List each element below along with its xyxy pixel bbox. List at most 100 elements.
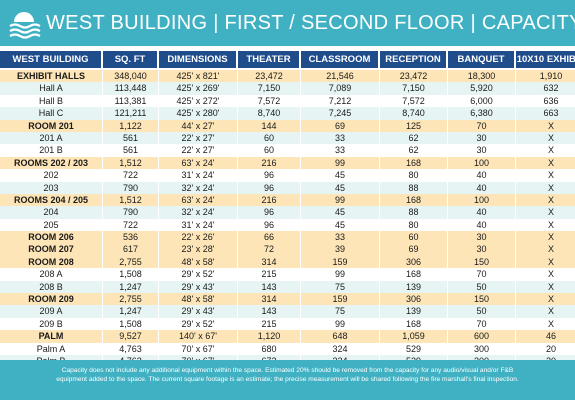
cell-theater: 144 bbox=[238, 119, 300, 132]
cell-reception: 80 bbox=[380, 169, 447, 182]
cell-dimensions: 32' x 24' bbox=[159, 181, 237, 194]
cell-sq-ft: 1,247 bbox=[103, 305, 158, 318]
cell-room-name: 208 A bbox=[0, 268, 102, 281]
cell-dimensions: 140' x 67' bbox=[159, 330, 237, 343]
cell-room-name: ROOM 201 bbox=[0, 119, 102, 132]
cell-reception: 62 bbox=[380, 144, 447, 157]
cell-reception: 1,059 bbox=[380, 330, 447, 343]
cell-sq-ft: 1,247 bbox=[103, 280, 158, 294]
cell-theater: 7,572 bbox=[238, 94, 300, 108]
cell-theater: 143 bbox=[238, 280, 300, 294]
cell-dimensions: 32' x 24' bbox=[159, 206, 237, 219]
cell-room-name: 204 bbox=[0, 206, 102, 219]
cell-exhibit-booths: 1,910 bbox=[516, 70, 575, 83]
cell-reception: 529 bbox=[380, 342, 447, 355]
cell-exhibit-booths: 20 bbox=[516, 342, 575, 355]
cell-banquet: 5,920 bbox=[448, 82, 515, 95]
table-row: Hall A 113,448 425' x 269' 7,150 7,089 7,150 5… bbox=[0, 82, 575, 95]
cell-dimensions: 63' x 24' bbox=[159, 156, 237, 170]
table-group-row: EXHIBIT HALLS 348,040 425' x 821' 23,472 21,… bbox=[0, 70, 575, 83]
cell-sq-ft: 2,755 bbox=[103, 255, 158, 269]
cell-reception: 125 bbox=[380, 119, 447, 132]
cell-theater: 314 bbox=[238, 255, 300, 269]
cell-sq-ft: 1,508 bbox=[103, 317, 158, 331]
cell-exhibit-booths: X bbox=[516, 144, 575, 157]
cell-dimensions: 23' x 28' bbox=[159, 243, 237, 256]
table-group-row: ROOM 201 1,122 44' x 27' 144 69 125 70 X bbox=[0, 119, 575, 132]
cell-reception: 69 bbox=[380, 243, 447, 256]
cell-banquet: 70 bbox=[448, 268, 515, 281]
cell-dimensions: 44' x 27' bbox=[159, 119, 237, 132]
cell-reception: 23,472 bbox=[380, 70, 447, 83]
cell-dimensions: 22' x 27' bbox=[159, 131, 237, 145]
cell-theater: 314 bbox=[238, 293, 300, 306]
cell-dimensions: 48' x 58' bbox=[159, 293, 237, 306]
cell-classroom: 7,089 bbox=[301, 82, 379, 95]
cell-room-name: ROOM 206 bbox=[0, 231, 102, 244]
cell-exhibit-booths: 46 bbox=[516, 330, 575, 343]
cell-sq-ft: 790 bbox=[103, 206, 158, 219]
cell-exhibit-booths: 663 bbox=[516, 107, 575, 120]
cell-room-name: Hall A bbox=[0, 82, 102, 95]
cell-reception: 139 bbox=[380, 280, 447, 294]
cell-dimensions: 70' x 67' bbox=[159, 342, 237, 355]
cell-sq-ft: 722 bbox=[103, 218, 158, 232]
cell-banquet: 40 bbox=[448, 206, 515, 219]
cell-sq-ft: 561 bbox=[103, 144, 158, 157]
page-title: WEST BUILDING | FIRST / SECOND FLOOR | C… bbox=[46, 12, 575, 34]
cell-classroom: 99 bbox=[301, 193, 379, 207]
cell-room-name: 209 A bbox=[0, 305, 102, 318]
cell-sq-ft: 1,512 bbox=[103, 193, 158, 207]
cell-exhibit-booths: X bbox=[516, 317, 575, 331]
cell-theater: 215 bbox=[238, 268, 300, 281]
cell-theater: 216 bbox=[238, 193, 300, 207]
cell-reception: 88 bbox=[380, 206, 447, 219]
cell-room-name: ROOM 208 bbox=[0, 255, 102, 269]
table-row: 203 790 32' x 24' 96 45 88 40 X bbox=[0, 181, 575, 194]
table-row: Hall C 121,211 425' x 280' 8,740 7,245 8,740 6… bbox=[0, 107, 575, 120]
table-group-row: PALM 9,527 140' x 67' 1,120 648 1,059 600 46 bbox=[0, 330, 575, 343]
cell-dimensions: 425' x 821' bbox=[159, 70, 237, 83]
cell-theater: 96 bbox=[238, 169, 300, 182]
cell-exhibit-booths: X bbox=[516, 119, 575, 132]
cell-exhibit-booths: X bbox=[516, 193, 575, 207]
cell-theater: 8,740 bbox=[238, 107, 300, 120]
cell-room-name: 208 B bbox=[0, 280, 102, 294]
cell-banquet: 70 bbox=[448, 317, 515, 331]
cell-room-name: ROOMS 202 / 203 bbox=[0, 156, 102, 170]
cell-theater: 96 bbox=[238, 206, 300, 219]
footer-note-line-1: Capacity does not include any additional… bbox=[61, 367, 514, 374]
cell-exhibit-booths: X bbox=[516, 218, 575, 232]
cell-classroom: 45 bbox=[301, 218, 379, 232]
cell-exhibit-booths: X bbox=[516, 156, 575, 170]
cell-reception: 306 bbox=[380, 255, 447, 269]
cell-theater: 680 bbox=[238, 342, 300, 355]
cell-banquet: 18,300 bbox=[448, 70, 515, 83]
cell-classroom: 21,546 bbox=[301, 70, 379, 83]
cell-exhibit-booths: X bbox=[516, 268, 575, 281]
cell-banquet: 150 bbox=[448, 293, 515, 306]
cell-banquet: 6,380 bbox=[448, 107, 515, 120]
cell-theater: 216 bbox=[238, 156, 300, 170]
cell-exhibit-booths: 636 bbox=[516, 94, 575, 108]
cell-reception: 168 bbox=[380, 268, 447, 281]
cell-sq-ft: 790 bbox=[103, 181, 158, 194]
cell-banquet: 100 bbox=[448, 193, 515, 207]
cell-sq-ft: 113,448 bbox=[103, 82, 158, 95]
cell-sq-ft: 348,040 bbox=[103, 70, 158, 83]
cell-classroom: 7,212 bbox=[301, 94, 379, 108]
cell-banquet: 30 bbox=[448, 231, 515, 244]
column-header-reception: RECEPTION bbox=[380, 51, 447, 68]
cell-theater: 143 bbox=[238, 305, 300, 318]
table-row: 204 790 32' x 24' 96 45 88 40 X bbox=[0, 206, 575, 219]
cell-sq-ft: 1,512 bbox=[103, 156, 158, 170]
cell-banquet: 100 bbox=[448, 156, 515, 170]
cell-banquet: 30 bbox=[448, 243, 515, 256]
cell-dimensions: 29' x 52' bbox=[159, 317, 237, 331]
column-header-banquet: BANQUET bbox=[448, 51, 515, 68]
cell-theater: 60 bbox=[238, 131, 300, 145]
cell-reception: 139 bbox=[380, 305, 447, 318]
cell-room-name: 202 bbox=[0, 169, 102, 182]
cell-sq-ft: 121,211 bbox=[103, 107, 158, 120]
cell-theater: 96 bbox=[238, 181, 300, 194]
